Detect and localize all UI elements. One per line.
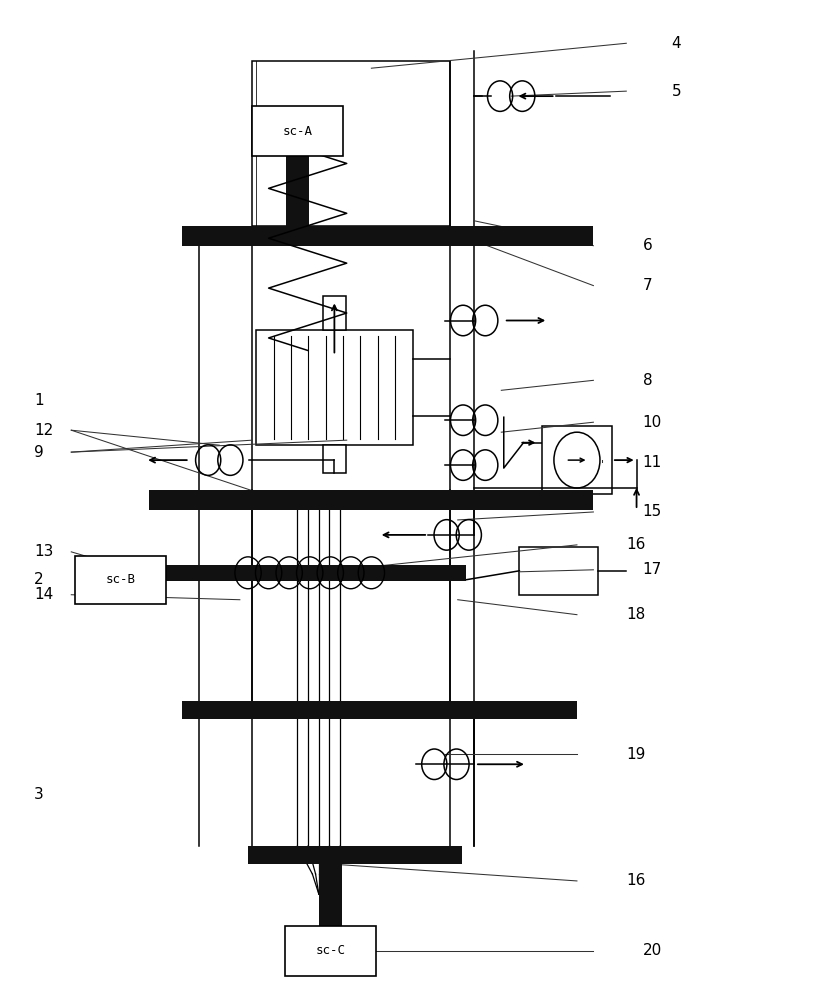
Text: 15: 15 <box>643 504 662 519</box>
Text: 10: 10 <box>643 415 662 430</box>
Text: 2: 2 <box>35 572 44 587</box>
Text: 14: 14 <box>35 587 54 602</box>
Bar <box>182 226 593 246</box>
Bar <box>153 565 466 581</box>
Text: 4: 4 <box>672 36 681 51</box>
Bar <box>252 61 450 226</box>
Text: 5: 5 <box>672 84 681 99</box>
Bar <box>75 556 166 604</box>
Bar <box>248 846 462 864</box>
Text: sc-A: sc-A <box>282 125 313 138</box>
Bar <box>323 445 346 473</box>
Bar <box>542 426 612 494</box>
Bar <box>182 701 577 719</box>
Text: 11: 11 <box>643 455 662 470</box>
Text: 13: 13 <box>35 544 54 559</box>
Text: 18: 18 <box>626 607 645 622</box>
Bar <box>286 156 309 226</box>
Text: 6: 6 <box>643 238 653 253</box>
Bar <box>182 226 593 246</box>
Text: 16: 16 <box>626 873 646 888</box>
Text: 16: 16 <box>626 537 646 552</box>
Text: 19: 19 <box>626 747 646 762</box>
Text: 12: 12 <box>35 423 54 438</box>
Bar <box>520 547 597 595</box>
Bar <box>252 106 342 156</box>
Text: 9: 9 <box>35 445 44 460</box>
Text: sc-B: sc-B <box>106 573 135 586</box>
Text: 8: 8 <box>643 373 653 388</box>
Bar <box>318 864 342 926</box>
Bar <box>257 330 412 445</box>
Text: 1: 1 <box>35 393 44 408</box>
Text: 3: 3 <box>35 787 44 802</box>
Text: 17: 17 <box>643 562 662 577</box>
Text: 7: 7 <box>643 278 653 293</box>
Text: sc-C: sc-C <box>315 944 346 957</box>
Bar <box>182 701 577 719</box>
Text: 20: 20 <box>643 943 662 958</box>
Bar <box>248 846 462 864</box>
Bar <box>323 296 346 330</box>
Bar <box>149 490 593 510</box>
Bar <box>285 926 375 976</box>
Bar <box>149 490 593 510</box>
